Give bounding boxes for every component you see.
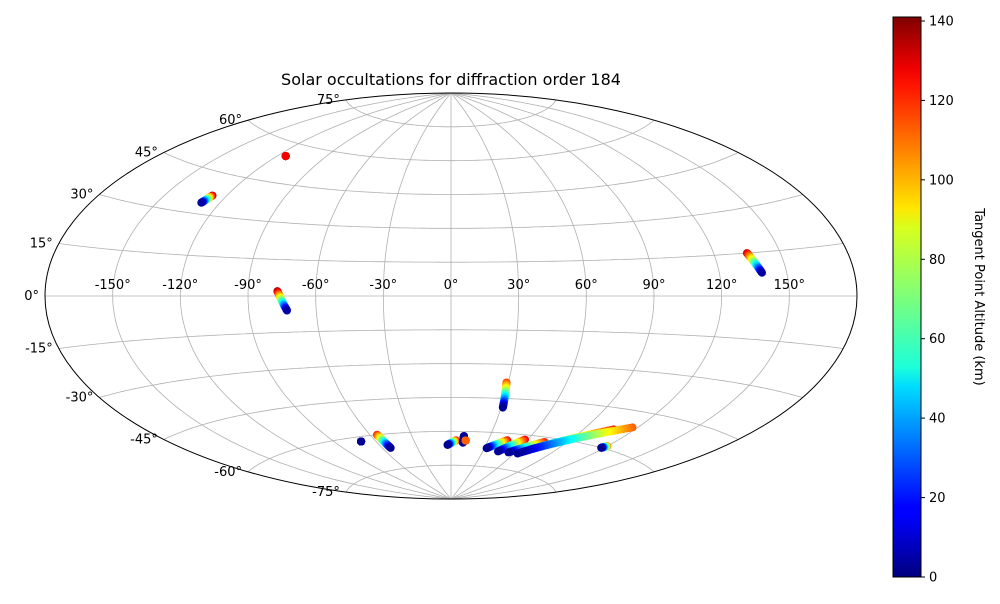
colorbar-tick-label: 40 [929,412,946,427]
latitude-tick-label: -60° [214,465,242,480]
longitude-tick-label: 150° [774,278,805,293]
data-point [283,306,291,315]
chart-title: Solar occultations for diffraction order… [281,70,621,89]
data-point [494,447,502,456]
latitude-tick-label: 30° [70,188,93,203]
latitude-tick-label: -45° [130,433,158,448]
latitude-tick-label: 60° [219,113,242,128]
data-points [197,152,766,458]
longitude-gridline [179,93,452,499]
longitude-tick-labels: -150° -120° -90° -60° -30° 0° 30° 60° 90° 120° 150… [95,278,805,293]
latitude-tick-labels: 75° 60° 45° 30° 15° 0° -15° -30° -45° -60° -75° [24,93,340,500]
data-point [482,444,491,453]
colorbar-tick-label: 20 [929,491,946,506]
latitude-tick-label: 15° [30,237,53,252]
latitude-tick-label: -75° [312,485,340,500]
data-point [597,443,606,452]
longitude-tick-label: -120° [162,278,198,293]
map-grid [45,93,857,499]
colorbar-tick-label: 120 [929,94,954,109]
colorbar-ticks: 0 20 40 60 80 100 120 140 [921,15,954,586]
colorbar-tick-label: 140 [929,15,954,30]
longitude-gridline [450,93,790,499]
data-point [498,403,507,412]
longitude-gridline [382,93,452,499]
data-point [281,152,290,161]
longitude-tick-label: -30° [369,278,397,293]
longitude-gridline [247,93,452,499]
latitude-tick-label: 75° [317,93,340,108]
longitude-gridline [315,93,452,499]
longitude-tick-label: -90° [234,278,262,293]
colorbar-tick-label: 60 [929,332,946,347]
data-point [504,448,513,457]
latitude-tick-label: -30° [66,391,94,406]
longitude-tick-label: 90° [642,278,665,293]
latitude-tick-label: -15° [25,342,53,357]
data-point [758,268,766,277]
latitude-tick-label: 45° [135,146,158,161]
colorbar [892,16,922,578]
data-point [461,436,470,445]
colorbar-tick-label: 0 [929,571,937,586]
longitude-tick-label: 30° [507,278,530,293]
latitude-tick-label: 0° [24,289,39,304]
longitude-tick-label: 0° [444,278,459,293]
data-point [443,440,452,449]
data-point [386,443,395,452]
colorbar-tick-label: 80 [929,253,946,268]
data-point [197,198,206,207]
colorbar-tick-label: 100 [929,173,954,188]
longitude-tick-label: 120° [706,278,737,293]
longitude-tick-label: -150° [95,278,131,293]
longitude-tick-label: 60° [575,278,598,293]
colorbar-label: Tangent Point Altitude (km) [971,207,986,385]
map-boundary [44,92,858,500]
longitude-tick-label: -60° [302,278,330,293]
longitude-gridline [112,93,452,499]
data-point [519,447,527,456]
longitude-gridline [450,93,520,499]
longitude-gridline [450,93,587,499]
data-point [357,437,366,446]
